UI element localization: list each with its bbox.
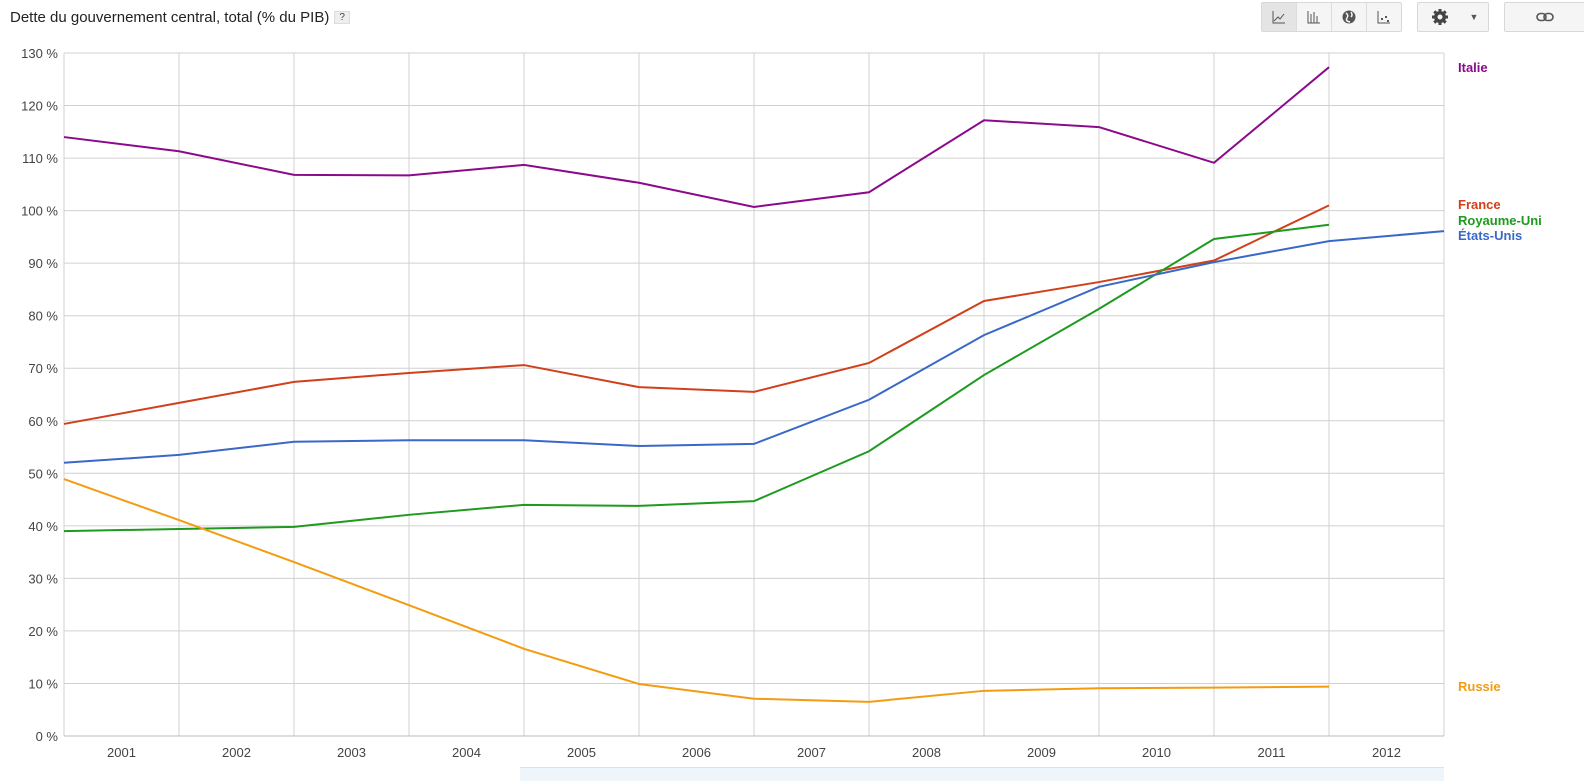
legend-label: Russie [1458, 679, 1501, 694]
x-tick-label: 2001 [107, 745, 136, 760]
y-tick-label: 50 % [28, 466, 58, 481]
legend-label: Italie [1458, 60, 1488, 75]
y-tick-label: 100 % [21, 204, 58, 219]
x-tick-label: 2004 [452, 745, 481, 760]
y-tick-label: 110 % [22, 151, 58, 166]
x-tick-label: 2007 [797, 745, 826, 760]
chart-title: Dette du gouvernement central, total (% … [10, 9, 350, 26]
series-line-Italie [63, 66, 1330, 208]
settings-button[interactable]: ▼ [1417, 2, 1489, 32]
x-tick-label: 2010 [1142, 745, 1171, 760]
link-button[interactable] [1504, 2, 1584, 32]
chevron-down-icon: ▼ [1469, 12, 1479, 22]
x-tick-label: 2012 [1372, 745, 1401, 760]
map-icon[interactable] [1332, 3, 1367, 31]
line-chart-icon[interactable] [1262, 3, 1297, 31]
y-tick-label: 130 % [21, 46, 58, 61]
link-icon [1528, 3, 1562, 31]
bar-chart-icon[interactable] [1297, 3, 1332, 31]
legend-label: France [1458, 197, 1501, 212]
help-button[interactable]: ? [334, 11, 350, 24]
series-line-États-Unis [63, 230, 1445, 464]
title-text: Dette du gouvernement central, total (% … [10, 9, 330, 26]
y-tick-label: 70 % [28, 361, 58, 376]
bubble-chart-icon[interactable] [1367, 3, 1401, 31]
x-tick-label: 2008 [912, 745, 941, 760]
series-line-France [63, 204, 1330, 425]
y-tick-label: 60 % [28, 414, 58, 429]
x-tick-label: 2011 [1258, 745, 1286, 760]
y-tick-label: 40 % [28, 519, 58, 534]
x-tick-label: 2002 [222, 745, 251, 760]
y-tick-label: 120 % [21, 99, 58, 114]
x-tick-label: 2009 [1027, 745, 1056, 760]
y-tick-label: 0 % [36, 729, 59, 744]
legend-label: États-Unis [1458, 228, 1522, 243]
y-tick-label: 80 % [28, 309, 58, 324]
time-slider[interactable] [520, 767, 1444, 781]
x-tick-label: 2003 [337, 745, 366, 760]
x-tick-label: 2005 [567, 745, 596, 760]
view-toolbar [1261, 2, 1402, 32]
series-line-Royaume-Uni [63, 223, 1330, 533]
y-tick-label: 90 % [28, 256, 58, 271]
y-tick-label: 10 % [28, 676, 58, 691]
legend-label: Royaume-Uni [1458, 213, 1542, 228]
gear-icon [1418, 3, 1462, 31]
y-tick-label: 20 % [28, 624, 58, 639]
y-tick-label: 30 % [28, 571, 58, 586]
x-tick-label: 2006 [682, 745, 711, 760]
series-line-Russie [63, 478, 1330, 703]
